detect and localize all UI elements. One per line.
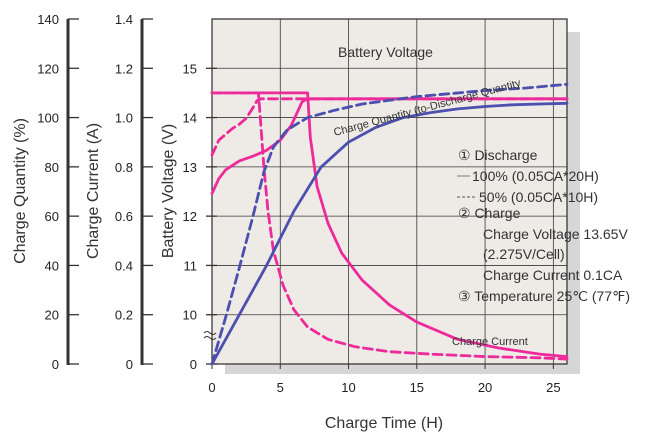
legend-discharge: ① Discharge (458, 147, 538, 163)
series-line-current-50pct (210, 91, 569, 361)
axis-charge-quantity-tick-label: 0 (52, 357, 59, 372)
legend-charge: ② Charge (458, 205, 521, 221)
axis-charge-quantity-tick-label: 100 (37, 111, 59, 126)
legend-temperature: ③ Temperature 25℃ (77℉) (458, 288, 630, 304)
axis-charge-quantity-tick-label: 20 (45, 308, 59, 323)
x-tick-label: 20 (478, 380, 492, 395)
series-line-voltage-50pct (210, 97, 569, 157)
legend-50pct: 50% (0.05CA*10H) (479, 189, 598, 205)
grid (212, 19, 567, 364)
legend-cell-voltage: (2.275V/Cell) (483, 246, 565, 262)
axis-battery-voltage-tick-label: 14 (183, 111, 197, 126)
series-line-quantity-100pct (210, 101, 569, 366)
y-axis-label-charge-quantity: Charge Quantity (%) (12, 118, 29, 264)
axis-battery-voltage-tick-label: 10 (183, 308, 197, 323)
x-tick-label: 15 (410, 380, 424, 395)
y-axis-label-charge-current: Charge Current (A) (85, 123, 102, 259)
axis-break-mark (203, 331, 217, 340)
legend-charge-voltage: Charge Voltage 13.65V (483, 226, 628, 242)
axis-charge-quantity-tick-label: 60 (45, 209, 59, 224)
axis-charge-current-tick-label: 0.2 (115, 308, 133, 323)
series-line-current-100pct (210, 91, 569, 359)
axis-charge-quantity-tick-label: 80 (45, 160, 59, 175)
legend: ① Discharge 100% (0.05CA*20H) 50% (0.05C… (457, 147, 630, 304)
axis-charge-current-tick-label: 1.4 (115, 12, 133, 27)
series-line-quantity-50pct (210, 82, 569, 366)
axis-battery-voltage-tick-label: 13 (183, 160, 197, 175)
legend-100pct: 100% (0.05CA*20H) (472, 168, 599, 184)
annotation-charge-current: Charge Current (452, 336, 528, 348)
axis-charge-quantity-tick-label: 140 (37, 12, 59, 27)
x-axis-label: Charge Time (H) (325, 415, 443, 432)
left-axes: 02040608010012014000.20.40.60.81.01.21.4… (37, 12, 217, 372)
legend-charge-current: Charge Current 0.1CA (483, 267, 623, 283)
axis-charge-current-tick-label: 1.2 (115, 61, 133, 76)
axis-battery-voltage-tick-label: 0 (190, 357, 197, 372)
axis-charge-quantity-tick-label: 120 (37, 61, 59, 76)
axis-battery-voltage-tick-label: 11 (184, 258, 198, 273)
x-tick-label: 5 (277, 380, 284, 395)
axis-battery-voltage-tick-label: 12 (183, 209, 197, 224)
axis-charge-current-tick-label: 0 (126, 357, 133, 372)
x-tick-label: 10 (341, 380, 355, 395)
x-tick-label: 0 (208, 380, 215, 395)
x-axis-ticks: 0 5 10 15 20 25 (208, 364, 561, 395)
axis-charge-current-tick-label: 1.0 (115, 111, 133, 126)
axis-charge-current-tick-label: 0.6 (115, 209, 133, 224)
annotation-battery-voltage: Battery Voltage (338, 44, 433, 60)
series-group (210, 82, 569, 366)
axis-charge-current-tick-label: 0.4 (115, 258, 133, 273)
y-axis-label-battery-voltage: Battery Voltage (V) (160, 124, 177, 258)
axis-charge-current-tick-label: 0.8 (115, 160, 133, 175)
axis-charge-quantity-tick-label: 40 (45, 258, 59, 273)
x-tick-label: 25 (546, 380, 560, 395)
axis-battery-voltage-tick-label: 15 (183, 61, 197, 76)
